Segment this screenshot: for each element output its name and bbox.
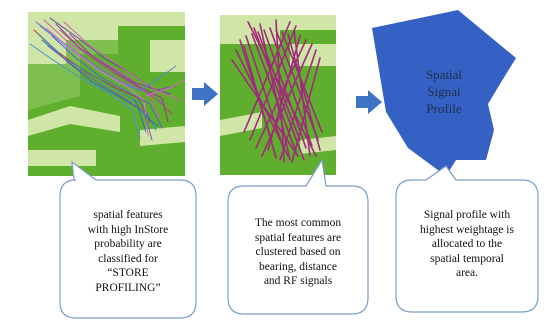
signal-profile-shape	[372, 10, 516, 176]
callout-text-3: Signal profile with highest weightage is…	[420, 209, 514, 279]
callout-text-2: The most common spatial features are clu…	[254, 217, 342, 287]
arrow-right-icon	[356, 90, 382, 114]
signal-profile-label: Spatial Signal Profile	[425, 67, 463, 116]
callout-text-1: spatial features with high InStore proba…	[87, 209, 169, 294]
callout-bubble-3	[395, 165, 539, 313]
callout-bubble-1	[59, 160, 197, 319]
clustered-features-image	[220, 15, 336, 175]
map-tracks-image	[28, 12, 185, 176]
callout-bubble-2	[227, 158, 369, 315]
arrow-right-icon	[192, 82, 218, 106]
